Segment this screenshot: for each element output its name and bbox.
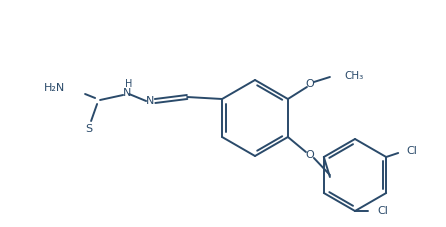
Text: CH₃: CH₃ — [344, 71, 363, 81]
Text: Cl: Cl — [406, 146, 417, 156]
Text: Cl: Cl — [377, 206, 388, 216]
Text: O: O — [306, 79, 314, 89]
Text: H: H — [125, 79, 133, 89]
Text: N: N — [146, 96, 154, 106]
Text: N: N — [123, 88, 131, 98]
Text: H₂N: H₂N — [44, 83, 65, 93]
Text: O: O — [306, 150, 314, 160]
Text: S: S — [86, 124, 93, 134]
